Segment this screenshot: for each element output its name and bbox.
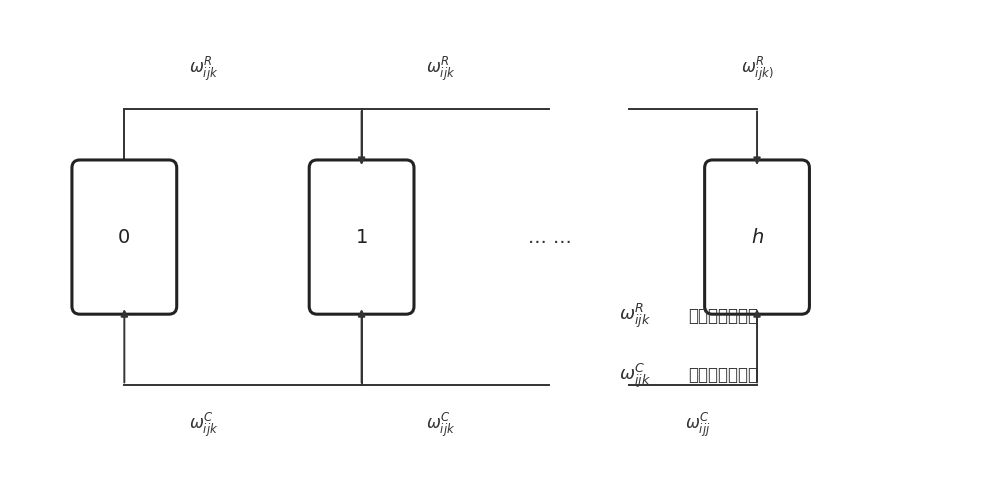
FancyBboxPatch shape <box>309 160 414 314</box>
Text: $\omega^{R}_{ijk}$: $\omega^{R}_{ijk}$ <box>189 55 218 83</box>
Text: $\omega^{C}_{ijk}$: $\omega^{C}_{ijk}$ <box>426 411 455 439</box>
Text: $\omega^{R}_{ijk}$: $\omega^{R}_{ijk}$ <box>619 302 650 330</box>
Text: $\omega^{R}_{ijk}$: $\omega^{R}_{ijk}$ <box>426 55 455 83</box>
Text: ... ...: ... ... <box>528 227 571 246</box>
FancyBboxPatch shape <box>72 160 177 314</box>
Text: 表示输出转移率: 表示输出转移率 <box>688 367 758 384</box>
Text: 0: 0 <box>118 227 130 246</box>
Text: $\omega^{C}_{ijj}$: $\omega^{C}_{ijj}$ <box>685 411 711 439</box>
Text: $\omega^{R}_{ijk)}$: $\omega^{R}_{ijk)}$ <box>741 55 773 83</box>
Text: $\omega^{C}_{ijk}$: $\omega^{C}_{ijk}$ <box>189 411 218 439</box>
Text: 1: 1 <box>355 227 368 246</box>
FancyBboxPatch shape <box>705 160 809 314</box>
Text: 表示输入转移率: 表示输入转移率 <box>688 307 758 325</box>
Text: h: h <box>751 227 763 246</box>
Text: $\omega^{C}_{ijk}$: $\omega^{C}_{ijk}$ <box>619 361 650 390</box>
